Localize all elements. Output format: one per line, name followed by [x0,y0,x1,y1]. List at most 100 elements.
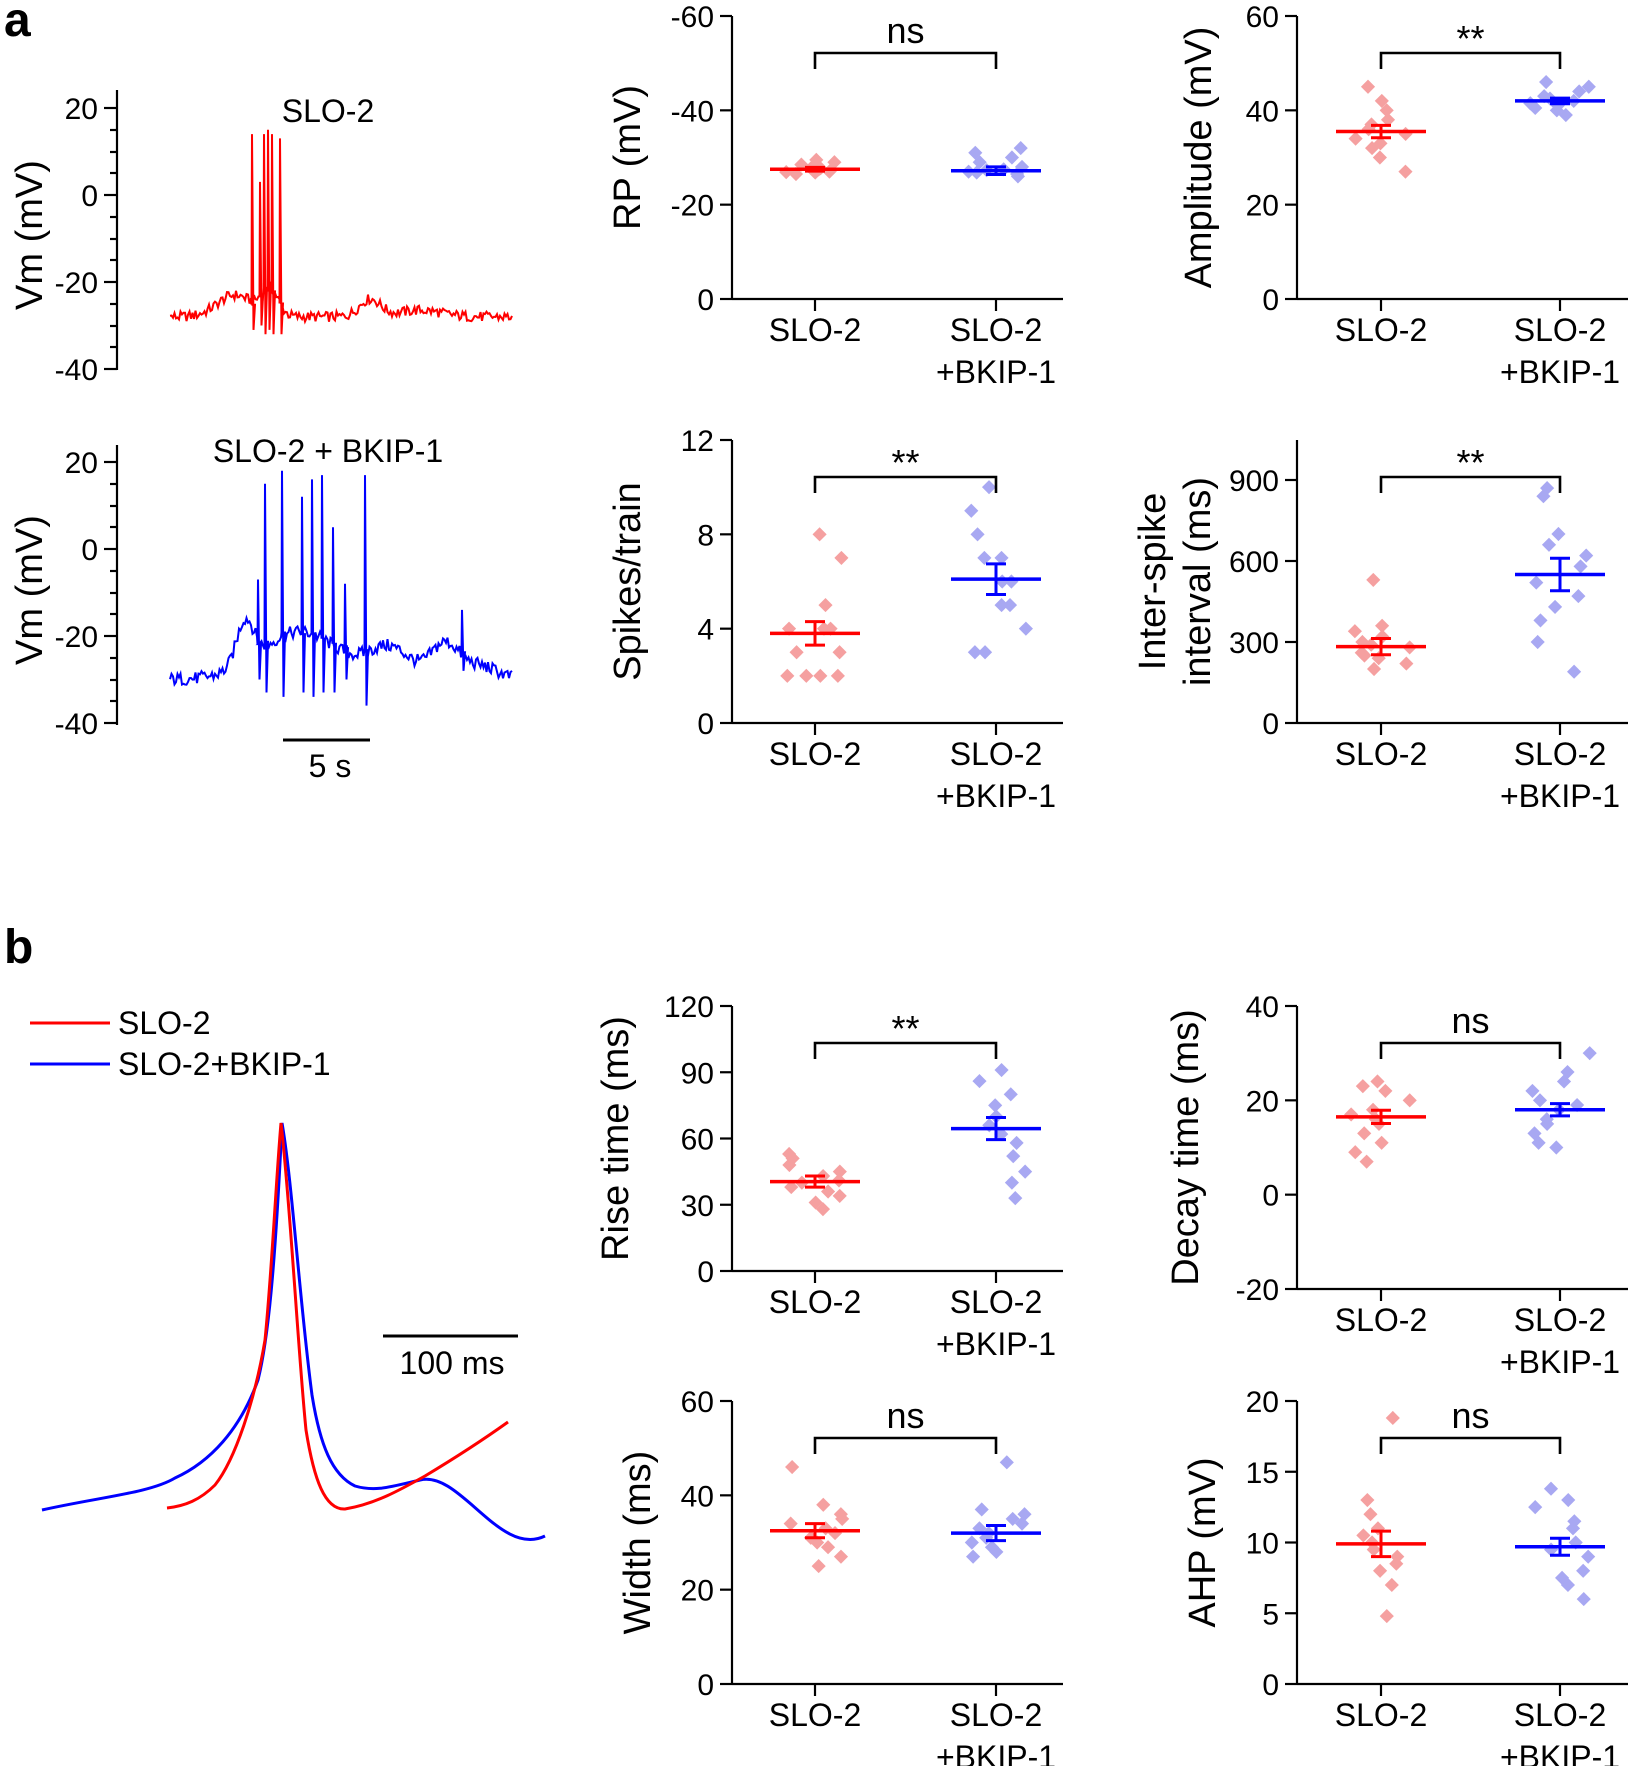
data-point [782,1146,797,1162]
data-point [830,668,845,683]
y-tick-label: 30 [681,1190,714,1223]
data-point [785,1459,800,1475]
x-category-label: SLO-2 [1335,1302,1427,1338]
x-category-label: +BKIP-1 [936,1739,1056,1766]
y-tick-label: 40 [1246,95,1279,128]
data-point [818,598,833,613]
y-tick-label: 60 [681,1124,714,1157]
data-point [1375,618,1390,633]
ap-waveform-slo2-bkip1 [41,1122,546,1541]
trace-panel-slo2-bkip1: 20 0 -20 -40 Vm (mV) SLO-2 + BKIP-1 5 s [9,433,513,784]
data-point [784,1180,799,1195]
trace-top-label: SLO-2 [282,93,374,129]
x-category-label: SLO-2 [769,312,861,348]
x-category-label: SLO-2 [950,312,1042,348]
data-point [1002,598,1018,613]
data-point [974,1502,989,1517]
x-category-label: SLO-2 [1514,312,1606,348]
data-point [1348,131,1363,146]
y-axis-label: Amplitude (mV) [1178,27,1220,289]
data-point [1366,661,1382,677]
data-point [1384,1577,1399,1593]
data-point [1357,1126,1372,1141]
data-point [779,165,794,180]
y-tick-label: 60 [1246,1,1279,34]
data-point [832,1188,847,1203]
data-point [1366,572,1381,587]
y-tick-label: 0 [1262,1669,1279,1702]
ap-time-scale-bar-label: 100 ms [400,1345,505,1381]
data-point [972,1074,987,1089]
x-category-label: SLO-2 [769,1697,861,1733]
data-point [1398,126,1413,141]
data-point [1370,1521,1386,1536]
data-point [1532,1093,1548,1108]
data-point [1385,1410,1400,1426]
trace-top-tick-label: 0 [81,180,98,213]
y-tick-label: 0 [697,1669,714,1702]
significance-label: ** [1456,18,1484,59]
ap-overlay-panel: SLO-2 SLO-2+BKIP-1 100 ms [30,1005,546,1541]
data-point [808,1195,823,1210]
y-tick-label: 90 [681,1057,714,1090]
trace-bottom-tick-label: -20 [55,621,98,654]
data-point [1581,79,1596,94]
x-category-label: SLO-2 [1335,736,1427,772]
data-point [1528,1500,1543,1515]
ap-waveform-slo2 [166,1122,509,1511]
data-point [994,598,1009,613]
data-point [1390,1549,1405,1564]
y-tick-label: 12 [681,425,714,458]
x-category-label: SLO-2 [769,736,861,772]
data-point [1551,526,1566,542]
data-point [966,1549,981,1564]
data-point [1375,629,1390,644]
data-point [813,668,828,683]
significance-bracket [813,1436,998,1454]
data-point [1006,1149,1021,1164]
x-category-label: SLO-2 [1514,1302,1606,1338]
data-point [1541,537,1557,552]
data-point [968,145,983,160]
data-point [811,1559,826,1574]
y-tick-label: 60 [681,1386,714,1419]
chart-amplitude: 0 20 40 60 Amplitude (mV) SLO-2 SLO-2 +BKIP-1 ** [1178,1,1628,390]
chart-isi: 0 300 600 900 Inter-spike interval (ms) SLO-2 S… [1132,440,1628,814]
trace-top-tick-label: -20 [55,267,98,300]
y-tick-label: 5 [1262,1598,1279,1631]
y-axis-label: Inter-spike [1132,493,1174,670]
data-point [1567,664,1582,679]
x-category-label: SLO-2 [769,1284,861,1320]
data-point [1004,1175,1019,1190]
data-point [994,1062,1009,1078]
data-point [964,503,979,518]
y-tick-label: 600 [1229,546,1279,579]
significance-bracket [813,475,998,493]
x-category-label: +BKIP-1 [1500,354,1620,390]
data-point [1374,1135,1389,1150]
data-point [1571,589,1586,604]
data-point [1561,1492,1576,1508]
x-category-label: SLO-2 [1335,1697,1427,1733]
data-point [1579,548,1594,563]
data-point [1399,656,1414,671]
data-point [820,1540,836,1555]
y-tick-label: -20 [1236,1274,1279,1307]
y-axis-label: interval (ms) [1177,477,1219,686]
data-point [1529,575,1544,590]
panel-letter-a: a [4,0,31,47]
y-tick-label: 0 [697,1256,714,1289]
x-category-label: SLO-2 [950,1697,1042,1733]
y-axis-label: Spikes/train [607,482,649,681]
y-tick-label: 10 [1246,1528,1279,1561]
data-point [799,668,814,683]
data-point [1576,1563,1591,1578]
significance-label: ** [891,442,919,483]
data-point [1372,1563,1388,1578]
y-tick-label: 0 [697,284,714,317]
chart-width: 0 20 40 60 Width (ms) SLO-2 SLO-2 +BKIP-1 ns [617,1386,1063,1766]
data-point [1003,1087,1018,1102]
significance-label: ** [1456,442,1484,483]
data-point [833,1507,848,1522]
chart-ahp: 0 5 10 15 20 AHP (mV) SLO-2 SLO-2 +BKIP-1 ns [1182,1386,1628,1766]
